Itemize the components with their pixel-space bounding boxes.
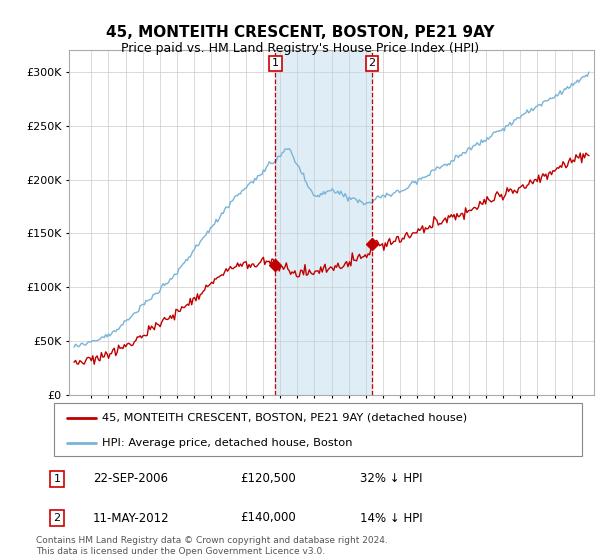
Text: 1: 1 — [272, 58, 279, 68]
Text: 1: 1 — [53, 474, 61, 484]
Bar — [275, 50, 372, 395]
Text: 45, MONTEITH CRESCENT, BOSTON, PE21 9AY: 45, MONTEITH CRESCENT, BOSTON, PE21 9AY — [106, 25, 494, 40]
Text: £140,000: £140,000 — [240, 511, 296, 525]
Text: 2: 2 — [368, 58, 376, 68]
Text: 14% ↓ HPI: 14% ↓ HPI — [360, 511, 422, 525]
FancyBboxPatch shape — [54, 403, 582, 456]
Text: 22-SEP-2006: 22-SEP-2006 — [93, 472, 168, 486]
Text: HPI: Average price, detached house, Boston: HPI: Average price, detached house, Bost… — [101, 438, 352, 448]
Text: 32% ↓ HPI: 32% ↓ HPI — [360, 472, 422, 486]
Text: 45, MONTEITH CRESCENT, BOSTON, PE21 9AY (detached house): 45, MONTEITH CRESCENT, BOSTON, PE21 9AY … — [101, 413, 467, 423]
Text: £120,500: £120,500 — [240, 472, 296, 486]
Text: 11-MAY-2012: 11-MAY-2012 — [93, 511, 170, 525]
Text: 2: 2 — [53, 513, 61, 523]
Text: Contains HM Land Registry data © Crown copyright and database right 2024.
This d: Contains HM Land Registry data © Crown c… — [36, 536, 388, 556]
Text: Price paid vs. HM Land Registry's House Price Index (HPI): Price paid vs. HM Land Registry's House … — [121, 42, 479, 55]
